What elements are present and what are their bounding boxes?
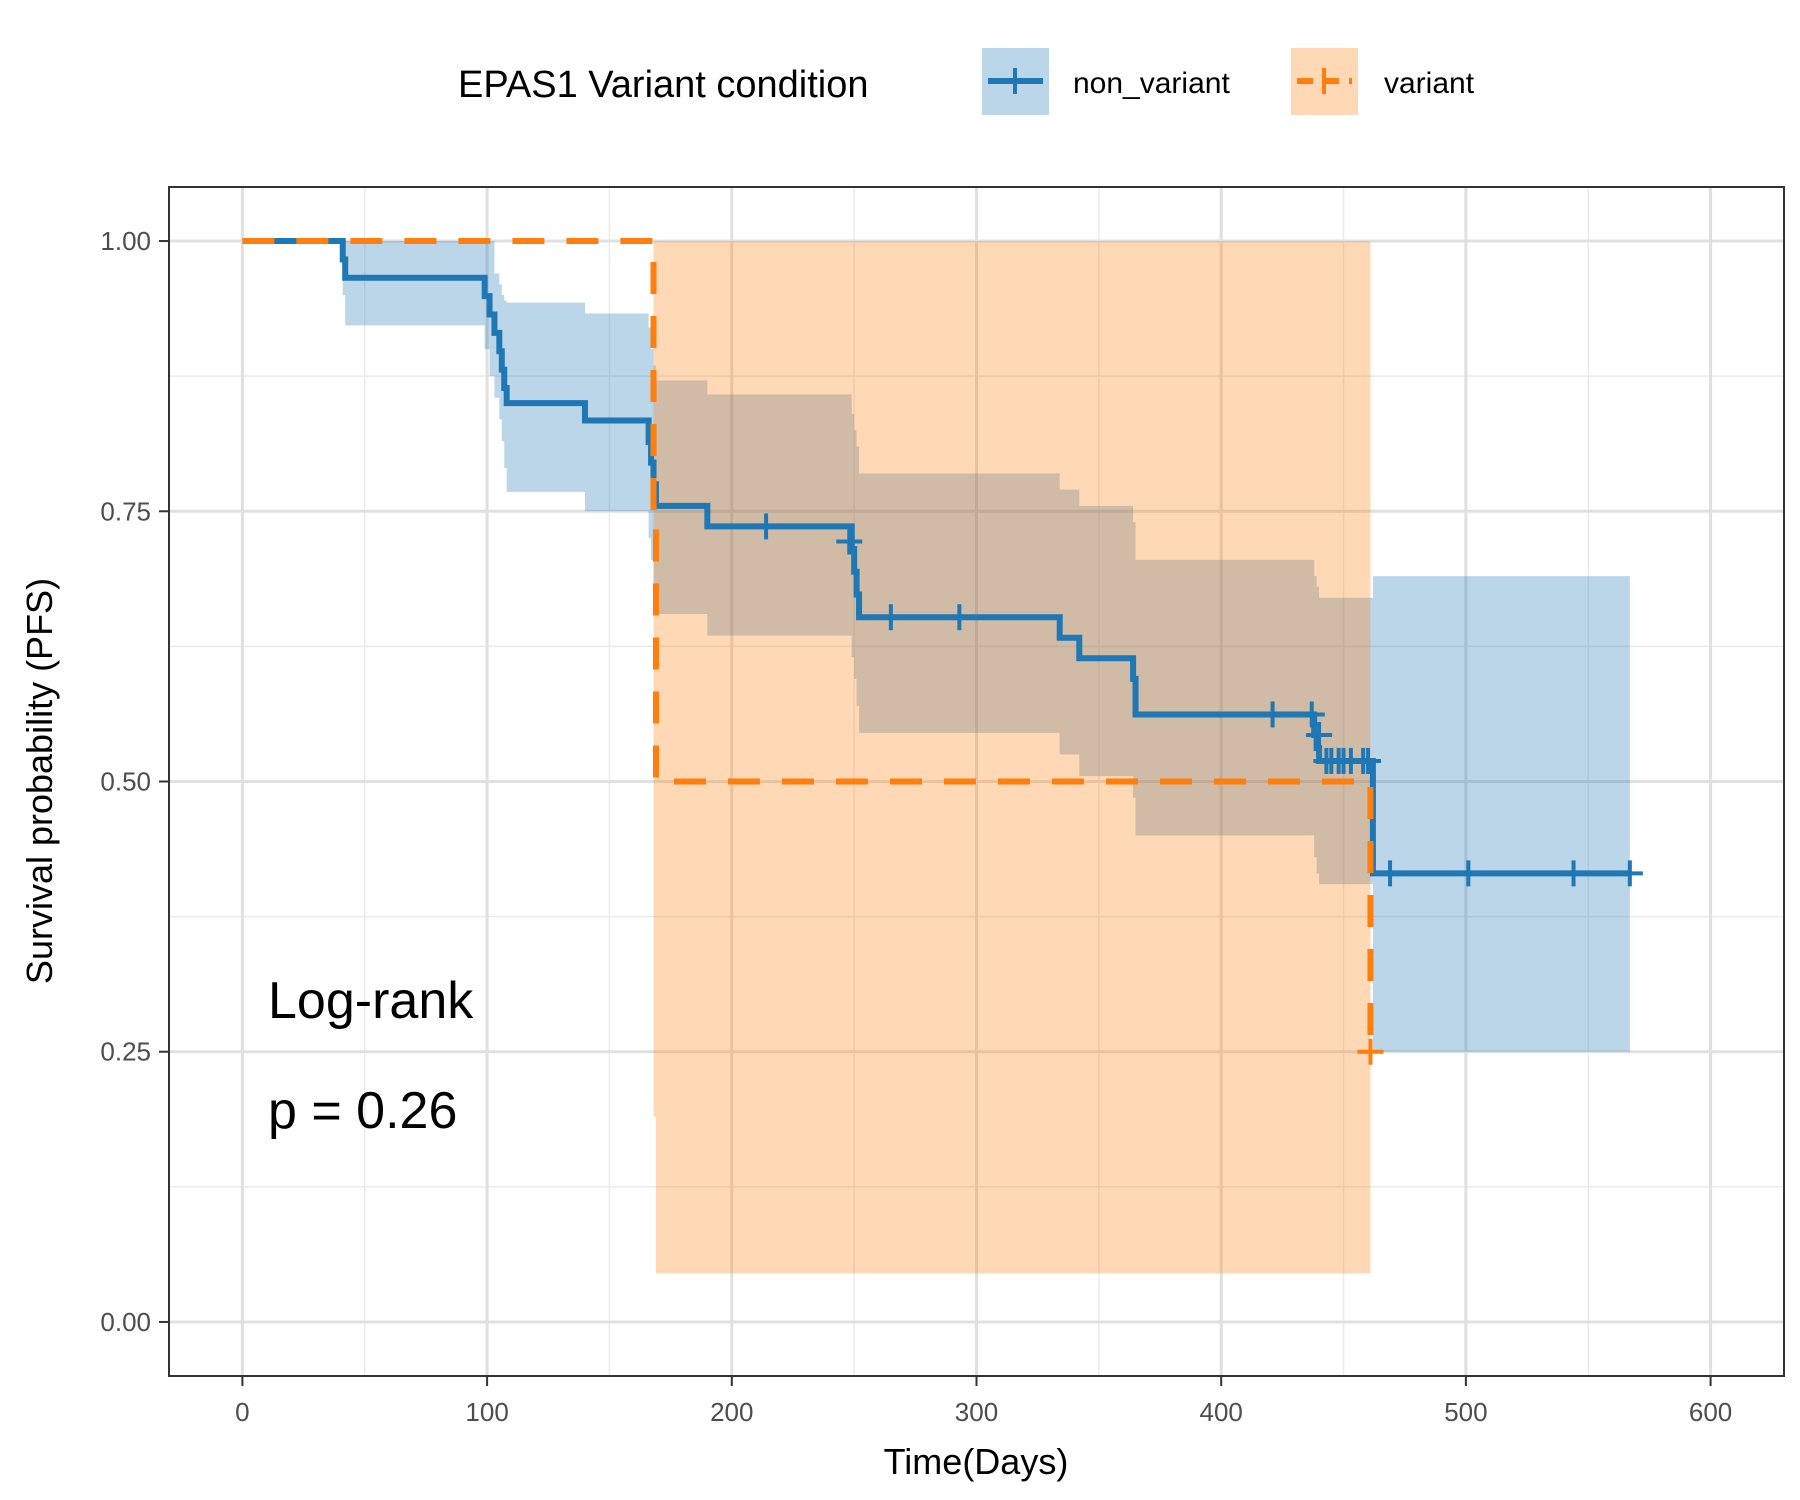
- survival-curves: [242, 238, 1630, 1052]
- censor-mark-non-variant: [946, 604, 973, 631]
- pvalue-label: p = 0.26: [268, 1082, 457, 1140]
- x-tick-label: 600: [1689, 1397, 1732, 1427]
- x-tick-label: 300: [955, 1397, 998, 1427]
- legend-label-non-variant: non_variant: [1073, 67, 1230, 100]
- confidence-bands: [242, 241, 1630, 1274]
- censor-mark-non-variant: [1259, 701, 1286, 728]
- logrank-label: Log-rank: [268, 972, 474, 1030]
- censor-mark-non-variant: [1560, 860, 1587, 887]
- legend-title: EPAS1 Variant condition: [458, 64, 869, 106]
- censor-mark-non-variant: [1377, 860, 1404, 887]
- legend: EPAS1 Variant condition non_variant vari…: [458, 48, 1475, 115]
- grid: [169, 187, 1784, 1376]
- x-tick-label: 0: [235, 1397, 249, 1427]
- censor-mark-non-variant: [836, 528, 863, 555]
- censor-mark-non-variant: [877, 604, 904, 631]
- curve-non-variant: [242, 238, 1630, 877]
- x-tick-label: 500: [1444, 1397, 1487, 1427]
- plot-panel: Log-rank p = 0.26: [168, 186, 1785, 1377]
- x-tick-label: 200: [710, 1397, 753, 1427]
- legend-label-variant: variant: [1384, 67, 1475, 100]
- x-axis-title: Time(Days): [884, 1441, 1069, 1482]
- y-axis-title: Survival probability (PFS): [19, 578, 60, 984]
- censor-mark-non-variant: [1355, 747, 1382, 774]
- censor-mark-non-variant: [1616, 860, 1643, 887]
- axes: 0 100 200 300 400 500 600 0.00 0.25 0.50 0.75 1.00…: [19, 226, 1732, 1482]
- censor-mark-non-variant: [1298, 701, 1325, 728]
- censor-mark-non-variant: [753, 513, 780, 540]
- y-tick-label: 0.50: [100, 767, 151, 797]
- x-tick-label: 400: [1200, 1397, 1243, 1427]
- censor-marks: [753, 513, 1643, 1065]
- censor-mark-non-variant: [1455, 860, 1482, 887]
- curve-variant: [242, 238, 1374, 1052]
- y-axis-ticks: 0.00 0.25 0.50 0.75 1.00: [100, 226, 169, 1337]
- x-axis-ticks: 0 100 200 300 400 500 600: [235, 1376, 1732, 1427]
- ci-band-non-variant: [242, 241, 1630, 1052]
- x-tick-label: 100: [465, 1397, 508, 1427]
- y-tick-label: 0.00: [100, 1307, 151, 1337]
- censor-mark-variant: [1357, 1038, 1384, 1065]
- y-tick-label: 1.00: [100, 226, 151, 256]
- ci-band-variant: [242, 241, 1371, 1274]
- censor-mark-non-variant: [1306, 722, 1333, 749]
- y-tick-label: 0.25: [100, 1037, 151, 1067]
- y-tick-label: 0.75: [100, 496, 151, 526]
